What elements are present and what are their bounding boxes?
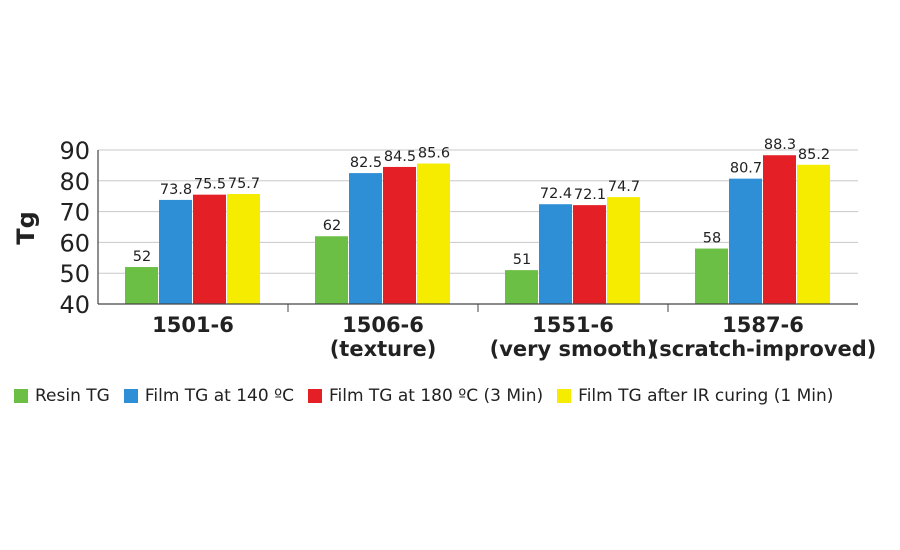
y-axis-title: Tg bbox=[12, 211, 40, 245]
data-label: 58 bbox=[703, 231, 721, 247]
legend-label: Resin TG bbox=[35, 386, 110, 406]
y-tick-label: 80 bbox=[59, 168, 90, 196]
x-tick-label: 1551-6 bbox=[532, 313, 614, 337]
data-label: 72.1 bbox=[574, 187, 606, 203]
bar bbox=[695, 248, 728, 304]
data-label: 80.7 bbox=[730, 161, 762, 177]
bar bbox=[573, 205, 606, 304]
data-label: 62 bbox=[323, 218, 341, 234]
data-labels: 52 73.8 75.5 75.7 62 82.5 84.5 85.6 51 72.4 72.174… bbox=[133, 137, 830, 268]
bar bbox=[763, 155, 796, 304]
bar bbox=[417, 163, 450, 304]
data-label: 51 bbox=[513, 252, 531, 268]
data-label: 72.4 bbox=[540, 186, 572, 202]
x-tick-label-line2: (very smooth) bbox=[490, 337, 657, 361]
x-tick-label: 1587-6 bbox=[722, 313, 804, 337]
legend-swatch bbox=[557, 389, 572, 403]
bar bbox=[797, 164, 830, 304]
data-label: 75.7 bbox=[228, 176, 260, 192]
bar bbox=[349, 173, 382, 304]
y-tick-label: 50 bbox=[59, 260, 90, 288]
bars bbox=[125, 155, 830, 304]
legend-item: Film TG at 140 ºC bbox=[123, 386, 294, 406]
x-tick-label-line2: (scratch-improved) bbox=[650, 337, 877, 361]
bar bbox=[227, 194, 260, 304]
y-tick-label: 90 bbox=[59, 137, 90, 165]
legend-label: Film TG after IR curing (1 Min) bbox=[578, 386, 834, 406]
bar bbox=[607, 197, 640, 304]
y-tick-label: 40 bbox=[59, 291, 90, 319]
data-label: 73.8 bbox=[160, 182, 192, 198]
legend-item: Film TG at 180 ºC (3 Min) bbox=[307, 386, 544, 406]
data-label: 82.5 bbox=[350, 155, 382, 171]
data-label: 85.2 bbox=[798, 147, 830, 163]
legend-label: Film TG at 180 ºC (3 Min) bbox=[328, 386, 544, 406]
bar bbox=[505, 270, 538, 304]
data-label: 75.5 bbox=[194, 177, 226, 193]
bar bbox=[159, 199, 192, 304]
legend-swatch bbox=[307, 389, 322, 403]
x-tick-label-line2: (texture) bbox=[330, 337, 437, 361]
bar bbox=[315, 236, 348, 304]
legend-label: Film TG at 140 ºC bbox=[144, 386, 294, 406]
bar bbox=[125, 267, 158, 304]
y-tick-label: 70 bbox=[59, 199, 90, 227]
data-label: 88.3 bbox=[764, 137, 796, 153]
y-tick-label: 60 bbox=[59, 229, 90, 257]
bar bbox=[383, 166, 416, 304]
legend-swatch bbox=[123, 389, 138, 403]
data-label: 74.7 bbox=[608, 179, 640, 195]
legend-swatch bbox=[14, 389, 28, 403]
data-label: 84.5 bbox=[384, 149, 416, 165]
legend-item: Resin TG bbox=[14, 386, 110, 406]
data-label: 85.6 bbox=[418, 146, 450, 162]
bar bbox=[729, 178, 762, 304]
legend: Resin TG Film TG at 140 ºC Film TG at 180 … bbox=[14, 386, 847, 406]
legend-item: Film TG after IR curing (1 Min) bbox=[557, 386, 833, 406]
data-label: 52 bbox=[133, 249, 151, 265]
x-tick-label: 1501-6 bbox=[152, 313, 234, 337]
bar bbox=[193, 194, 226, 304]
x-tick-label: 1506-6 bbox=[342, 313, 424, 337]
bar bbox=[539, 204, 572, 304]
